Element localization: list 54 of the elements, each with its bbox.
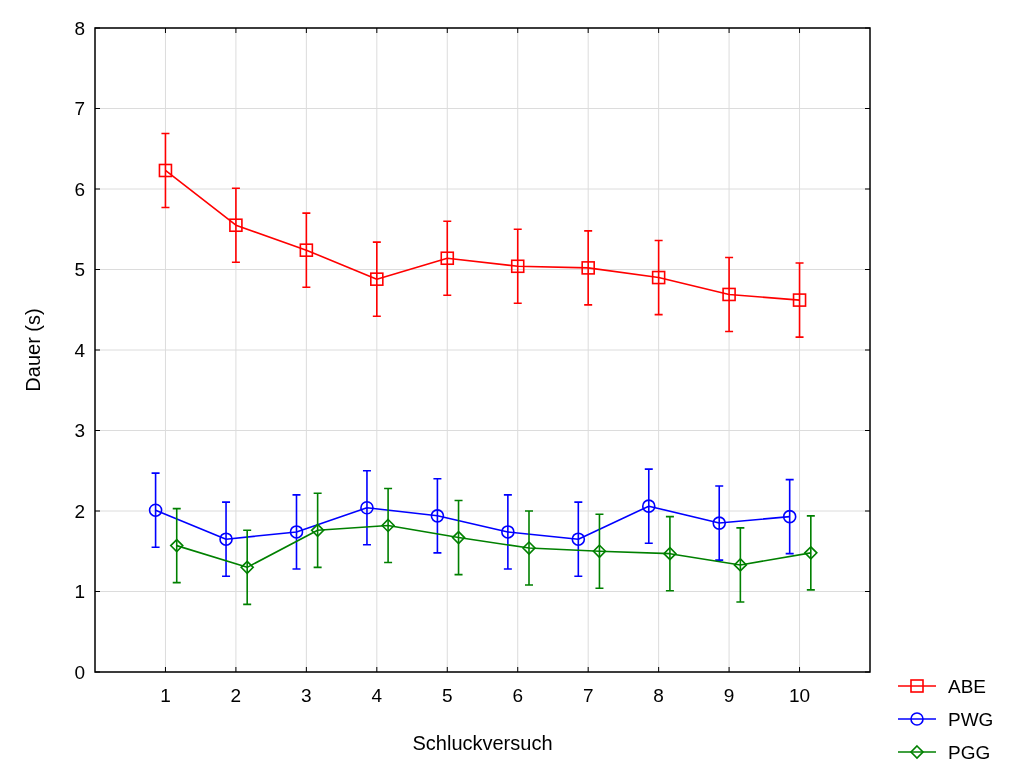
- point: [641, 499, 656, 513]
- point: [310, 523, 325, 538]
- y-tick-label: 5: [74, 259, 85, 281]
- point: [663, 546, 677, 561]
- y-tick-label: 6: [74, 178, 85, 200]
- x-tick-label: 8: [653, 685, 664, 706]
- point: [592, 544, 607, 559]
- point: [381, 518, 395, 533]
- y-tick-label: 3: [74, 420, 85, 442]
- y-tick-label: 8: [74, 17, 85, 39]
- y-axis-title: Dauer (s): [22, 308, 44, 392]
- x-tick-label: 10: [788, 685, 811, 706]
- point: [712, 516, 727, 530]
- x-tick-label: 9: [723, 685, 735, 706]
- point: [733, 558, 748, 572]
- x-tick-label: 1: [160, 685, 171, 706]
- point: [370, 272, 384, 286]
- point: [792, 293, 807, 307]
- legend-label: PWG: [948, 708, 994, 730]
- x-tick-label: 4: [371, 685, 383, 706]
- x-tick-label: 7: [582, 685, 594, 706]
- point: [440, 251, 455, 266]
- y-tick-label: 1: [74, 581, 85, 603]
- y-tick-label: 4: [74, 339, 86, 361]
- point: [651, 270, 666, 285]
- x-tick-label: 2: [230, 685, 242, 706]
- point: [722, 287, 736, 302]
- point: [782, 509, 797, 524]
- y-tick-label: 7: [74, 98, 85, 120]
- point: [219, 532, 233, 546]
- point: [451, 530, 466, 545]
- point: [158, 163, 173, 178]
- x-axis-title: Schluckversuch: [412, 732, 553, 754]
- point: [510, 259, 525, 274]
- point: [571, 532, 586, 546]
- point: [148, 503, 163, 517]
- point: [804, 546, 818, 560]
- y-tick-label: 0: [74, 661, 85, 683]
- x-tick-label: 6: [512, 685, 524, 706]
- x-tick-label: 5: [441, 685, 453, 706]
- legend-label: PGG: [948, 741, 991, 763]
- point: [299, 243, 314, 257]
- y-tick-label: 2: [74, 500, 85, 522]
- point: [522, 541, 536, 555]
- point: [229, 218, 243, 233]
- point: [430, 509, 445, 523]
- point: [289, 525, 304, 539]
- point: [581, 261, 595, 275]
- point: [240, 560, 254, 575]
- x-tick-label: 3: [301, 685, 312, 706]
- legend-label: ABE: [948, 675, 987, 697]
- point: [360, 500, 374, 515]
- point: [501, 525, 515, 539]
- point: [169, 538, 184, 553]
